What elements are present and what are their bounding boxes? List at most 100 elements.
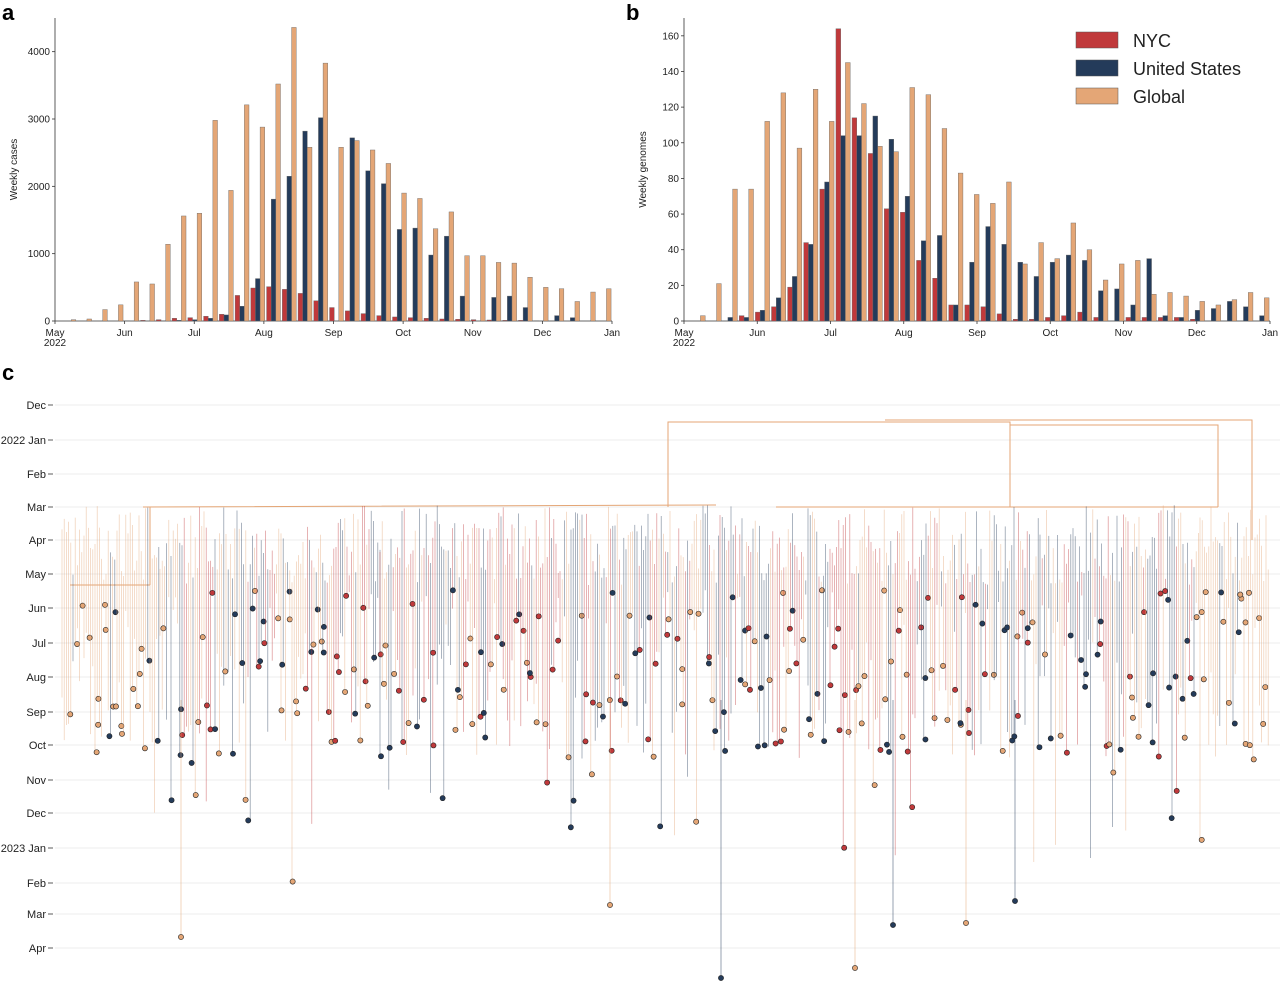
x-tick-label: Nov <box>464 328 482 339</box>
y-tick-label: Oct <box>29 740 46 752</box>
bar-united-states <box>223 314 229 322</box>
tip-point <box>1235 629 1242 636</box>
tip-point <box>1029 619 1036 626</box>
y-tick-label: May <box>25 569 46 581</box>
bar-nyc <box>948 304 954 322</box>
tip-point <box>320 649 327 656</box>
bar-global <box>974 194 980 322</box>
tip-point <box>178 934 184 940</box>
bar-nyc <box>439 318 445 322</box>
bar-global <box>716 283 722 322</box>
tip-point <box>1200 676 1207 683</box>
bar-nyc <box>964 304 970 322</box>
x-tick-label: Dec <box>533 328 551 339</box>
tip-point <box>278 707 285 714</box>
tip-point <box>888 658 894 665</box>
tip-point <box>1082 683 1089 690</box>
bar-global <box>796 147 803 322</box>
bar-united-states <box>1227 301 1233 322</box>
bar-united-states <box>856 135 862 322</box>
bar-global <box>1103 279 1109 322</box>
tip-point <box>758 685 764 691</box>
tip-point <box>544 779 551 786</box>
bar-global <box>1022 263 1028 322</box>
bar-nyc <box>471 319 477 322</box>
legend-swatch-nyc <box>1075 31 1119 49</box>
x-tick-label: Jul <box>188 328 201 339</box>
tip-point <box>342 689 348 695</box>
bar-united-states <box>985 226 991 322</box>
tip-point <box>439 795 446 802</box>
tip-point <box>1083 671 1089 678</box>
y-tick-label: Aug <box>26 672 46 684</box>
tip-point <box>981 671 988 678</box>
tip-point <box>852 965 858 971</box>
bar-united-states <box>192 319 198 322</box>
tip-point <box>409 601 416 607</box>
tip-point <box>455 686 461 693</box>
bar-nyc <box>851 117 857 322</box>
tip-point <box>607 902 613 908</box>
tip-point <box>664 631 671 638</box>
tip-point <box>1015 713 1021 719</box>
tip-point <box>1165 596 1172 603</box>
legend-label-nyc: NYC <box>1133 31 1171 51</box>
bar-united-states <box>1194 310 1201 322</box>
y-tick-label: 0 <box>673 317 679 328</box>
bar-united-states <box>872 115 878 322</box>
bar-nyc <box>739 315 745 322</box>
tip-point <box>657 823 664 830</box>
bar-global <box>780 92 786 322</box>
tip-point <box>168 797 175 804</box>
tip-point <box>871 782 878 789</box>
tip-point <box>884 741 890 748</box>
tip-point <box>386 744 393 751</box>
tip-point <box>95 695 102 702</box>
panel-c-letter: c <box>2 360 14 385</box>
bar-united-states <box>1098 290 1104 322</box>
tip-point <box>230 750 236 757</box>
tip-point <box>391 671 398 677</box>
tip-point <box>154 737 161 744</box>
bar-global <box>196 213 202 322</box>
bar-global <box>543 287 549 322</box>
tip-point <box>827 682 834 689</box>
tip-point <box>1150 670 1156 677</box>
bar-united-states <box>1146 258 1152 322</box>
tip-point <box>1220 618 1227 625</box>
tip-point <box>570 797 577 804</box>
tip-point <box>1172 673 1179 680</box>
x-tick-label: Aug <box>255 328 273 339</box>
x-tick-label: Oct <box>395 328 411 339</box>
y-tick-label: 40 <box>668 245 680 256</box>
bar-global <box>877 146 883 322</box>
tip-point <box>789 607 796 614</box>
bar-nyc <box>1045 317 1051 322</box>
bar-global <box>990 203 996 322</box>
tip-point <box>430 742 437 749</box>
legend-label-global: Global <box>1133 87 1185 107</box>
tip-point <box>477 713 484 720</box>
bar-nyc <box>771 306 777 322</box>
tip-point <box>106 733 113 740</box>
bar-nyc <box>376 315 382 322</box>
tip-point <box>1155 753 1162 760</box>
tip-point <box>1135 733 1142 740</box>
bar-nyc <box>266 286 272 322</box>
y-tick-label: 20 <box>668 281 680 292</box>
legend: NYC United States Global <box>1075 31 1241 107</box>
tip-point <box>877 747 884 753</box>
bar-nyc <box>900 212 906 322</box>
bar-united-states <box>792 276 798 322</box>
tip-point <box>74 641 80 647</box>
bar-united-states <box>302 130 308 322</box>
tip-point <box>747 686 753 693</box>
tip-point <box>855 683 862 690</box>
x-tick-label: May <box>46 328 65 339</box>
bar-global <box>401 192 407 322</box>
tip-point <box>1198 609 1205 615</box>
y-tick-label: Feb <box>27 878 46 890</box>
bar-united-states <box>824 181 830 322</box>
panel-b-letter: b <box>626 0 639 25</box>
x-tick-label: Nov <box>1115 328 1133 339</box>
